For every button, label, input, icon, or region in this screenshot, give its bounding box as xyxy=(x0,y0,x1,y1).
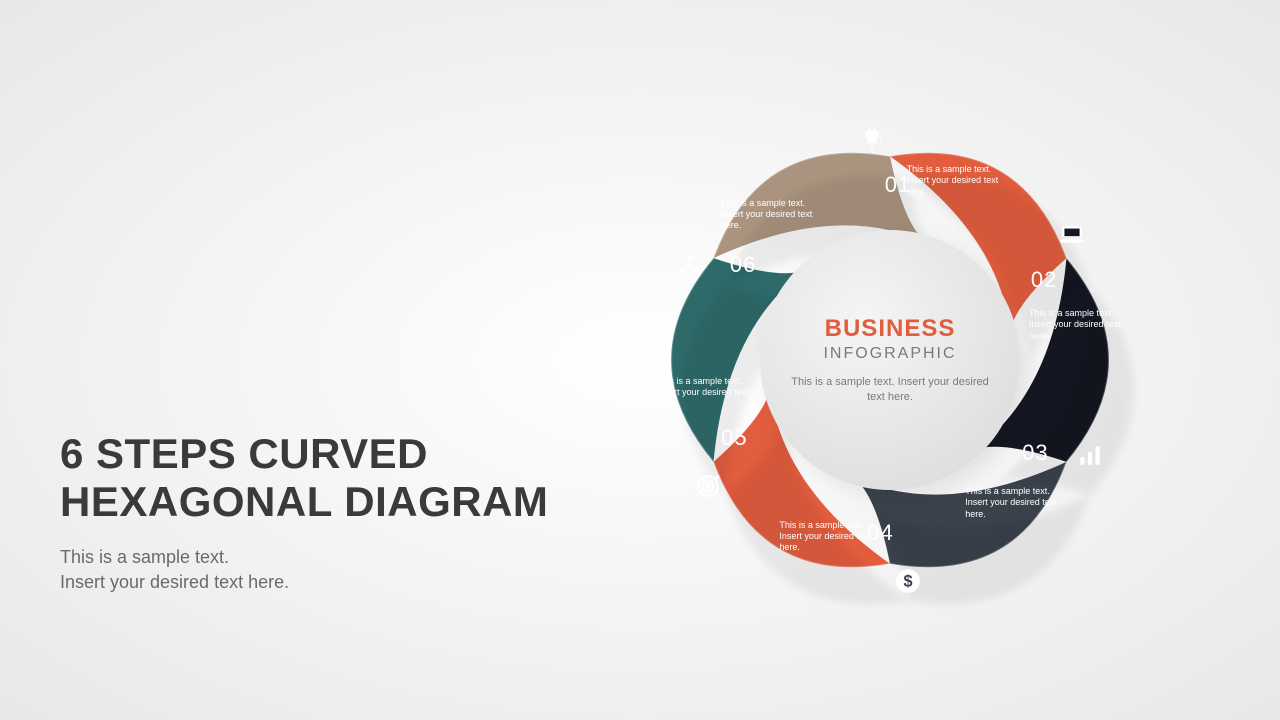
segment-number-06: 06 xyxy=(730,252,756,278)
segment-text-06: This is a sample text. Insert your desir… xyxy=(657,376,752,410)
subtitle: This is a sample text.Insert your desire… xyxy=(60,545,580,595)
main-title: 6 STEPS CURVED HEXAGONAL DIAGRAM xyxy=(60,430,580,527)
title-line-1: 6 STEPS CURVED xyxy=(60,430,428,477)
hexagonal-diagram: BUSINESS INFOGRAPHIC This is a sample te… xyxy=(580,60,1200,660)
title-line-2: HEXAGONAL DIAGRAM xyxy=(60,478,548,525)
center-desc: This is a sample text. Insert your desir… xyxy=(790,375,990,406)
bar-chart-icon xyxy=(1077,442,1103,468)
segment-text-04: This is a sample text. Insert your desir… xyxy=(965,486,1060,520)
dollar-icon: $ xyxy=(895,568,921,594)
segment-text-05: This is a sample text. Insert your desir… xyxy=(779,520,874,554)
center-title: BUSINESS xyxy=(825,315,956,343)
segment-number-02: 02 xyxy=(1031,267,1057,293)
center-circle: BUSINESS INFOGRAPHIC This is a sample te… xyxy=(760,230,1020,490)
segment-text-03: This is a sample text. Insert your desir… xyxy=(1029,308,1124,342)
svg-text:$: $ xyxy=(903,572,912,590)
segment-number-03: 03 xyxy=(1022,440,1048,466)
target-icon xyxy=(695,473,721,499)
lightbulb-icon xyxy=(859,126,885,152)
laptop-icon xyxy=(1059,221,1085,247)
center-subtitle: INFOGRAPHIC xyxy=(823,345,956,363)
title-block: 6 STEPS CURVED HEXAGONAL DIAGRAM This is… xyxy=(60,430,580,595)
segment-number-05: 05 xyxy=(721,425,747,451)
segment-text-02: This is a sample text. Insert your desir… xyxy=(907,164,1002,198)
network-icon xyxy=(677,252,703,278)
segment-text-01: This is a sample text. Insert your desir… xyxy=(721,198,816,232)
